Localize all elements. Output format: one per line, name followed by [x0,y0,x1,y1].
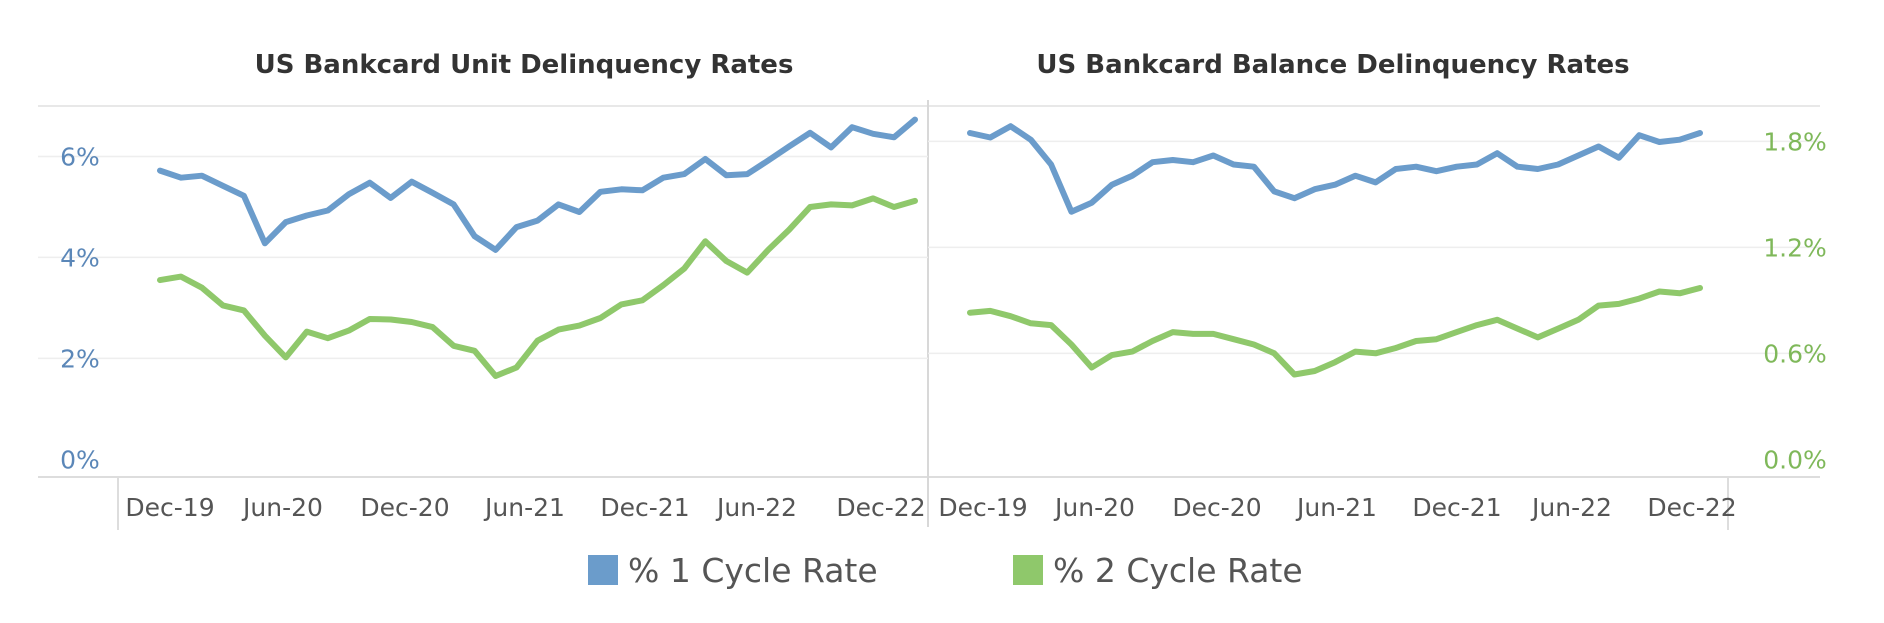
legend-label-1-cycle: % 1 Cycle Rate [628,551,878,590]
panel-frames [38,100,1820,530]
left-x-tick-label: Dec-19 [125,493,214,522]
legend-label-2-cycle: % 2 Cycle Rate [1053,551,1303,590]
left-x-tick-label: Jun-22 [715,493,797,522]
right-y-tick-label: 0.0% [1763,445,1827,474]
left-chart-title: US Bankcard Unit Delinquency Rates [255,50,794,80]
left-y-tick-label: 2% [60,344,100,373]
right-y-tick-label: 0.6% [1763,339,1827,368]
left-x-tick-label: Dec-21 [600,493,689,522]
left-y-tick-label: 6% [60,142,100,171]
left-y-tick-label: 0% [60,445,100,474]
right-x-tick-label: Jun-22 [1530,493,1612,522]
left-x-tick-label: Jun-20 [241,493,323,522]
right-x-tick-label: Dec-21 [1412,493,1501,522]
right-x-tick-label: Dec-22 [1647,493,1736,522]
left-series-2-cycle-line [157,195,918,379]
right-x-tick-label: Jun-20 [1053,493,1135,522]
right-series-1-cycle-line [967,123,1703,215]
left-x-tick-label: Jun-21 [483,493,565,522]
legend: % 1 Cycle Rate % 2 Cycle Rate [588,551,1303,590]
right-x-tick-label: Jun-21 [1295,493,1377,522]
legend-swatch-2-cycle [1013,555,1043,585]
legend-swatch-1-cycle [588,555,618,585]
left-x-tick-label: Dec-20 [360,493,449,522]
left-x-tick-label: Dec-22 [836,493,925,522]
series-lines [157,116,1703,379]
left-series-1-cycle-line [157,116,918,253]
right-y-tick-label: 1.2% [1763,233,1827,262]
right-x-tick-label: Dec-19 [938,493,1027,522]
right-y-tick-label: 1.8% [1763,127,1827,156]
right-series-2-cycle-line [967,285,1703,378]
right-x-tick-label: Dec-20 [1172,493,1261,522]
left-y-tick-label: 4% [60,243,100,272]
tick-labels: 6% 4% 2% 0% Dec-19 Jun-20 Dec-20 Jun-21 Dec-21 Ju… [60,127,1827,522]
right-chart-title: US Bankcard Balance Delinquency Rates [1036,50,1629,80]
